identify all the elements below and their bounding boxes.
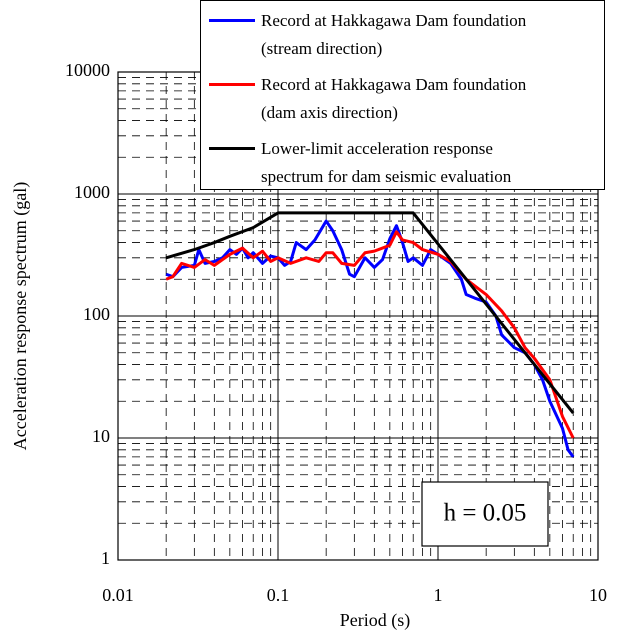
- y-tick-label: 100: [83, 304, 110, 324]
- y-tick-label: 10000: [65, 60, 110, 80]
- x-tick-label: 0.01: [102, 585, 134, 605]
- x-tick-label: 1: [434, 585, 443, 605]
- legend-swatch: [209, 147, 255, 150]
- annotation-box: [421, 481, 549, 547]
- legend-swatch: [209, 83, 255, 86]
- x-axis-label: Period (s): [340, 610, 411, 631]
- legend: Record at Hakkagawa Dam foundation (stre…: [200, 0, 605, 190]
- series-line: [165, 211, 575, 415]
- x-tick-label: 0.1: [267, 585, 290, 605]
- legend-label: Record at Hakkagawa Dam foundation (dam …: [261, 75, 527, 122]
- y-axis-label: Acceleration response spectrum (gal): [10, 182, 31, 450]
- y-tick-label: 1: [101, 548, 110, 568]
- series-line: [165, 230, 575, 439]
- legend-label: Record at Hakkagawa Dam foundation (stre…: [261, 11, 527, 58]
- legend-label: Lower-limit acceleration response spectr…: [261, 139, 512, 186]
- y-tick-label: 1000: [74, 182, 110, 202]
- y-tick-label: 10: [92, 426, 110, 446]
- annotation: h = 0.05: [444, 500, 527, 527]
- x-tick-label: 10: [589, 585, 607, 605]
- legend-swatch: [209, 19, 255, 22]
